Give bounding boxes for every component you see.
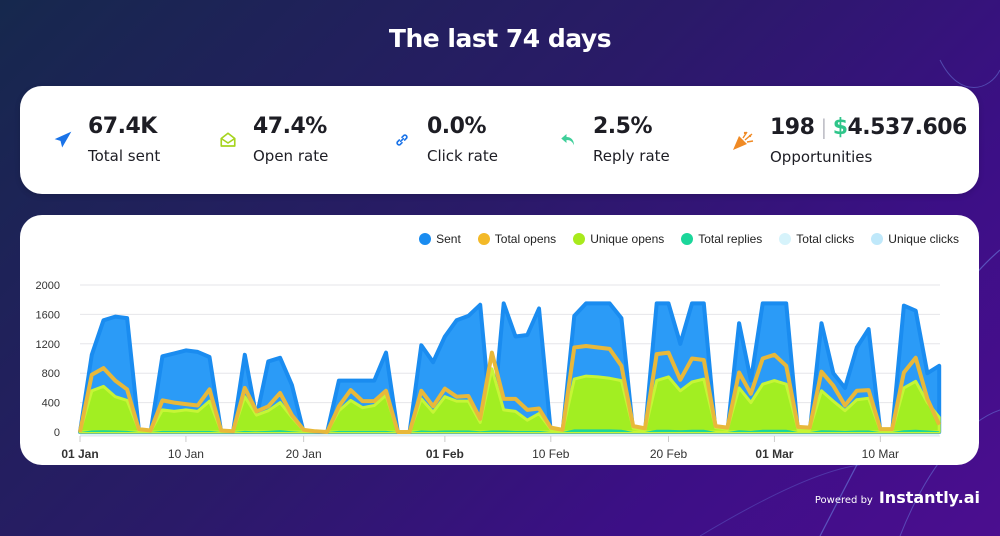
party-popper-icon	[730, 129, 756, 151]
dollar-sign: $	[832, 115, 848, 140]
y-tick-label: 2000	[36, 280, 60, 292]
legend-label: Total clicks	[796, 232, 855, 246]
area-chart: 0 400 800 1200 1600 2000 01 Jan 10 Jan 20 Jan 01 …	[36, 280, 942, 461]
legend-item[interactable]: Sent	[419, 232, 461, 246]
chart-card: Sent Total opens Unique opens Total replies…	[20, 215, 979, 465]
reply-icon	[557, 129, 579, 151]
y-tick-label: 0	[54, 427, 60, 439]
stat-value-opportunities: 198 | $4.537.606	[770, 114, 967, 141]
stat-label: Open rate	[253, 147, 329, 165]
legend-item[interactable]: Total replies	[681, 232, 762, 246]
stat-total-sent: 67.4K Total sent	[52, 114, 160, 165]
open-envelope-icon	[217, 129, 239, 151]
brand-logo[interactable]: Instantly.ai	[878, 488, 980, 507]
stat-value: 47.4%	[253, 114, 327, 139]
stat-label: Click rate	[427, 147, 498, 165]
legend-dot	[419, 233, 432, 245]
opportunities-value: 4.537.606	[847, 115, 968, 140]
legend-label: Unique opens	[590, 232, 665, 246]
x-tick-label: 01 Feb	[426, 447, 464, 461]
page-title: The last 74 days	[388, 24, 612, 53]
legend-label: Total opens	[494, 232, 557, 246]
legend-item[interactable]: Total opens	[477, 232, 557, 246]
chart-legend: Sent Total opens Unique opens Total replies…	[402, 232, 959, 246]
legend-item[interactable]: Unique opens	[573, 232, 664, 246]
x-tick-label: 10 Jan	[168, 447, 204, 461]
stat-click-rate: 0.0% Click rate	[391, 114, 498, 165]
stat-label: Opportunities	[770, 148, 873, 166]
stat-label: Reply rate	[593, 147, 670, 165]
legend-dot	[871, 233, 884, 245]
legend-label: Total replies	[698, 232, 763, 246]
stat-opportunities: 198 | $4.537.606 Opportunities	[730, 114, 967, 166]
stat-reply-rate: 2.5% Reply rate	[557, 114, 670, 165]
x-tick-label: 01 Mar	[755, 447, 793, 461]
series-total-opens-line	[78, 344, 942, 434]
paper-plane-icon	[52, 129, 74, 151]
legend-dot	[681, 233, 694, 245]
series-total-replies-area	[80, 429, 940, 432]
legend-item[interactable]: Total clicks	[779, 232, 854, 246]
legend-label: Unique clicks	[888, 232, 959, 246]
legend-item[interactable]: Unique clicks	[871, 232, 959, 246]
stat-value: 2.5%	[593, 114, 653, 139]
legend-dot	[779, 233, 792, 245]
x-tick-label: 20 Jan	[286, 447, 322, 461]
stat-label: Total sent	[88, 147, 161, 165]
x-tick-label: 20 Feb	[650, 447, 688, 461]
powered-by: Powered by Instantly.ai	[815, 488, 980, 507]
y-tick-label: 400	[42, 398, 60, 410]
stat-open-rate: 47.4% Open rate	[217, 114, 328, 165]
legend-dot	[477, 233, 490, 245]
legend-dot	[573, 233, 586, 245]
link-icon	[391, 129, 413, 151]
stat-value: 67.4K	[88, 114, 157, 139]
separator: |	[820, 115, 827, 139]
y-tick-label: 1200	[36, 339, 60, 351]
x-tick-label: 01 Jan	[61, 447, 98, 461]
x-tick-label: 10 Mar	[862, 447, 899, 461]
powered-by-label: Powered by	[814, 495, 873, 506]
opportunities-count: 198	[770, 115, 815, 140]
x-tick-label: 10 Feb	[532, 447, 570, 461]
y-tick-label: 800	[42, 368, 60, 380]
legend-label: Sent	[436, 232, 461, 246]
stats-card: 67.4K Total sent 47.4% Open rate 0.0% Cl…	[20, 86, 979, 194]
stat-value: 0.0%	[427, 114, 487, 139]
y-tick-label: 1600	[36, 309, 60, 321]
